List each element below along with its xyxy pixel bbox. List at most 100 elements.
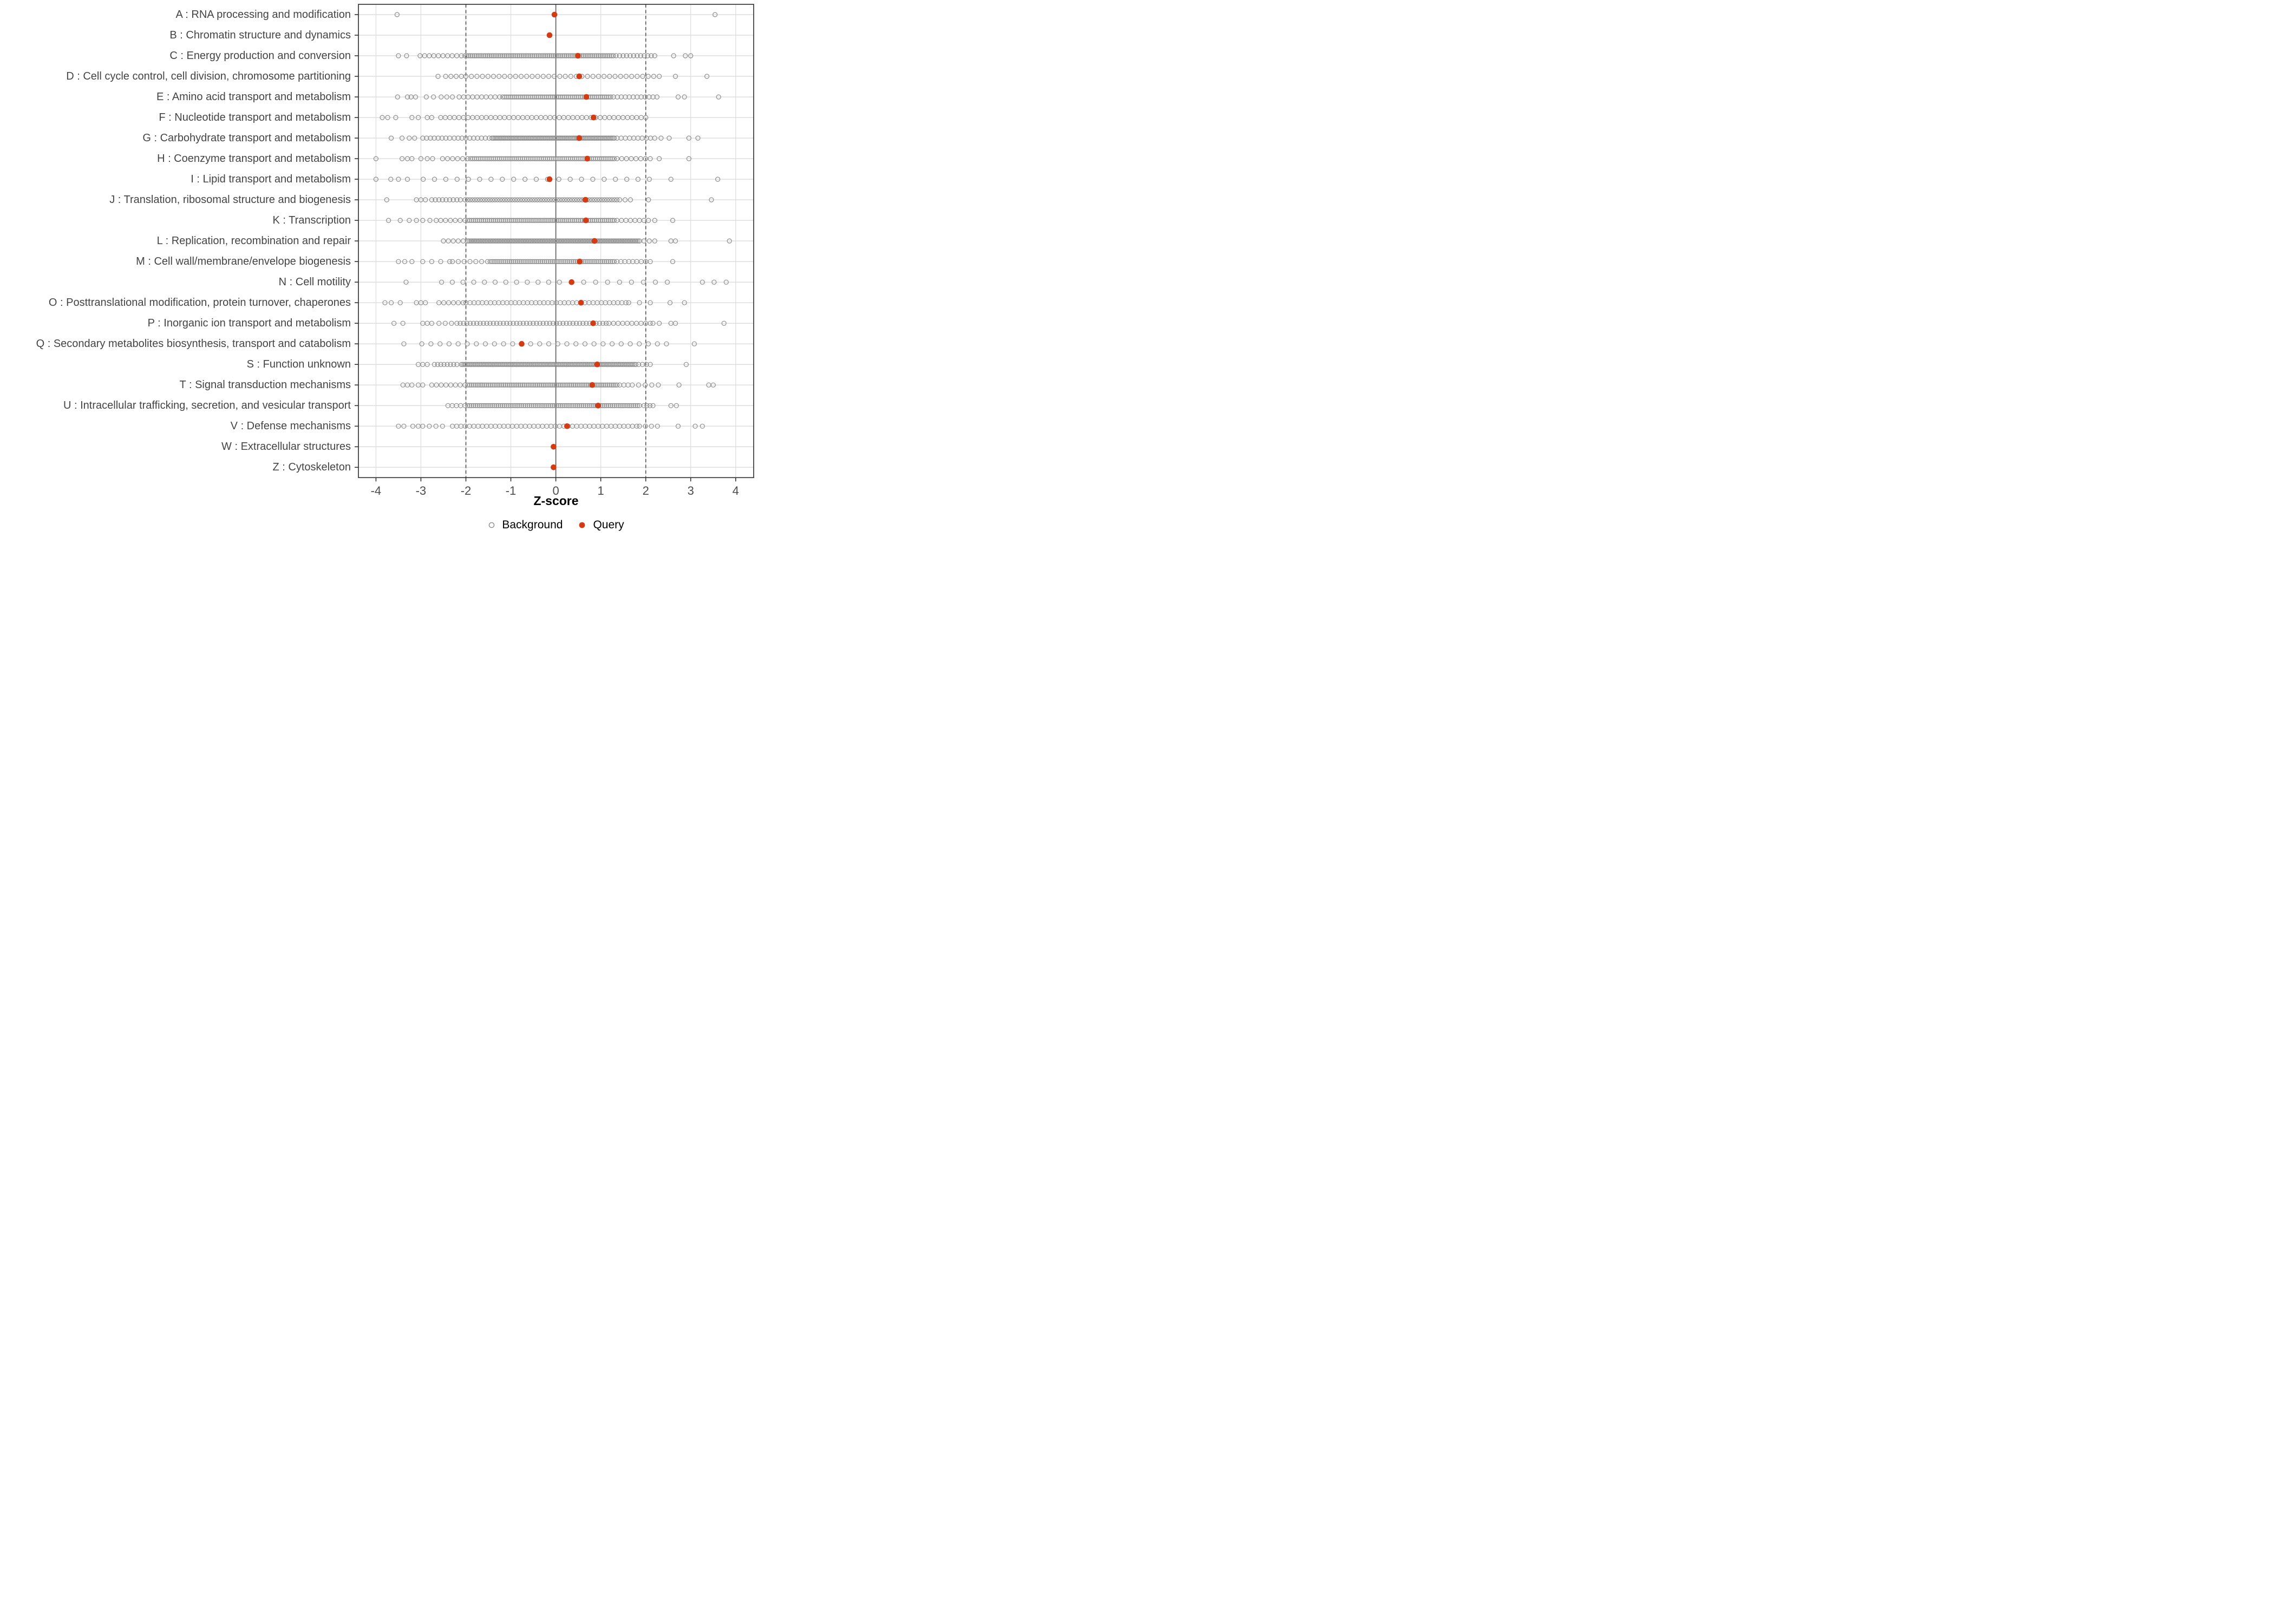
background-point	[548, 403, 553, 408]
background-point	[658, 135, 664, 141]
query-point	[591, 114, 597, 121]
background-point	[462, 218, 468, 223]
background-point	[448, 74, 454, 79]
background-point	[596, 218, 601, 223]
background-point	[611, 135, 617, 141]
background-point	[623, 74, 629, 79]
background-point	[492, 197, 498, 202]
background-point	[565, 259, 571, 264]
background-point	[512, 94, 518, 100]
background-point	[617, 197, 623, 202]
background-point	[633, 156, 639, 161]
background-point	[511, 53, 517, 58]
background-point	[641, 238, 647, 244]
background-point	[522, 94, 527, 100]
background-point	[441, 238, 446, 244]
background-point	[488, 403, 494, 408]
background-point	[528, 238, 533, 244]
query-marker-icon	[579, 522, 585, 528]
background-point	[507, 197, 513, 202]
background-point	[504, 238, 510, 244]
background-point	[432, 135, 437, 141]
background-point	[562, 53, 567, 58]
background-point	[488, 176, 494, 182]
background-point	[424, 362, 430, 367]
background-point	[602, 94, 607, 100]
background-point	[388, 300, 394, 305]
background-point	[430, 156, 435, 161]
background-point	[655, 341, 660, 346]
background-point	[443, 197, 449, 202]
background-point	[645, 74, 651, 79]
background-point	[409, 259, 415, 264]
background-point	[569, 382, 574, 388]
background-point	[560, 218, 566, 223]
background-point	[507, 259, 512, 264]
background-point	[520, 320, 526, 326]
background-point	[467, 382, 472, 388]
background-point	[513, 259, 518, 264]
background-point	[534, 403, 540, 408]
background-point	[634, 423, 639, 429]
legend-label-background: Background	[502, 519, 563, 531]
background-point	[395, 94, 400, 100]
background-point	[505, 382, 510, 388]
background-point	[423, 197, 428, 202]
background-point	[522, 53, 528, 58]
background-point	[633, 403, 638, 408]
background-point	[585, 238, 590, 244]
background-point	[577, 382, 582, 388]
query-point	[546, 176, 553, 182]
background-point	[494, 403, 499, 408]
background-point	[597, 238, 603, 244]
background-point	[495, 382, 501, 388]
query-point	[589, 382, 596, 388]
background-point	[507, 238, 513, 244]
background-point	[402, 259, 408, 264]
background-point	[511, 320, 516, 326]
background-point	[649, 382, 655, 388]
background-point	[642, 53, 647, 58]
background-point	[577, 320, 583, 326]
background-point	[511, 259, 516, 264]
background-point	[672, 238, 678, 244]
background-point	[532, 403, 538, 408]
background-point	[447, 197, 453, 202]
background-point	[530, 259, 535, 264]
background-point	[581, 403, 586, 408]
background-point	[636, 362, 642, 367]
background-point	[480, 403, 486, 408]
background-point	[494, 53, 500, 58]
background-point	[670, 218, 676, 223]
background-point	[521, 403, 526, 408]
background-point	[572, 197, 577, 202]
background-point	[585, 74, 590, 79]
background-point	[603, 53, 609, 58]
background-point	[544, 403, 550, 408]
background-point	[590, 218, 595, 223]
background-point	[443, 135, 449, 141]
background-point	[644, 403, 650, 408]
background-point	[517, 197, 522, 202]
background-point	[588, 53, 593, 58]
background-point	[500, 53, 505, 58]
background-point	[513, 403, 519, 408]
background-point	[586, 259, 592, 264]
background-point	[484, 320, 489, 326]
background-point	[460, 300, 466, 305]
background-point	[461, 320, 466, 326]
background-point	[544, 218, 550, 223]
legend: Background Query	[358, 514, 754, 536]
background-point	[552, 218, 558, 223]
background-point	[558, 53, 564, 58]
background-point	[496, 53, 501, 58]
background-point	[544, 259, 549, 264]
background-point	[493, 238, 499, 244]
background-point	[519, 403, 525, 408]
background-point	[638, 53, 643, 58]
background-point	[563, 403, 569, 408]
background-point	[454, 320, 460, 326]
background-point	[532, 218, 538, 223]
background-point	[624, 53, 629, 58]
legend-item-background: Background	[488, 519, 563, 532]
